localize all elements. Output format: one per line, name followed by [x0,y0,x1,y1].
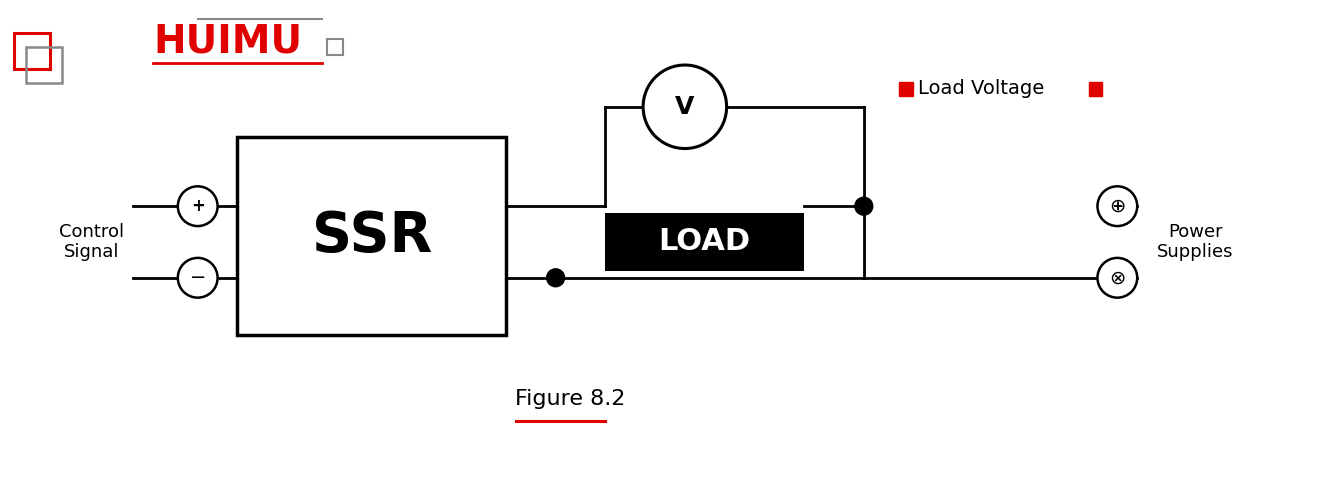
Circle shape [1097,186,1137,226]
Bar [899,82,912,96]
Bar [25,47,62,83]
Text: ⊗: ⊗ [1109,268,1125,287]
Text: Figure 8.2: Figure 8.2 [516,389,625,409]
Text: SSR: SSR [312,209,432,263]
Circle shape [178,258,218,298]
Text: +: + [190,197,205,215]
Circle shape [547,269,564,287]
Bar [605,213,804,271]
Circle shape [178,186,218,226]
Text: LOAD: LOAD [658,228,751,257]
Text: −: − [189,268,206,287]
Text: Power
Supplies: Power Supplies [1157,223,1233,261]
Text: V: V [676,95,694,119]
Text: Control
Signal: Control Signal [58,223,124,261]
Bar [13,33,49,69]
Circle shape [642,65,727,149]
Bar [1088,82,1103,96]
Circle shape [1097,258,1137,298]
Bar [238,137,506,336]
Circle shape [855,197,873,215]
Text: HUIMU: HUIMU [153,22,303,60]
Text: Load Voltage: Load Voltage [917,79,1044,98]
Text: +: + [1112,199,1124,213]
Bar [327,39,342,55]
Text: ⊕: ⊕ [1109,196,1125,216]
